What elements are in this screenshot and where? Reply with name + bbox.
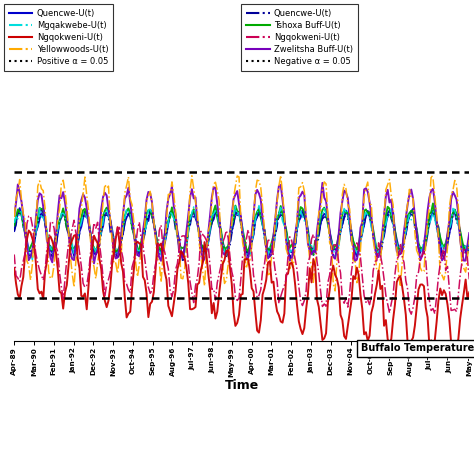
Legend: Quencwe-U(t), Tshoxa Buff-U(t), Ngqokweni-U(t), Zwelitsha Buff-U(t), Negative α : Quencwe-U(t), Tshoxa Buff-U(t), Ngqokwen… [241, 4, 358, 71]
X-axis label: Time: Time [225, 379, 259, 392]
Text: Buffalo Temperature: Buffalo Temperature [361, 343, 474, 354]
